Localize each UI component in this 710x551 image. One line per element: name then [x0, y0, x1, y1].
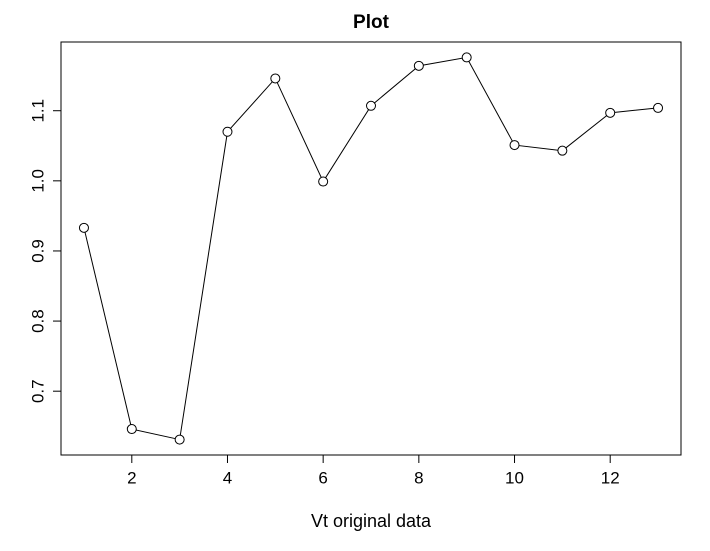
data-point: [461, 52, 472, 63]
data-point: [605, 107, 616, 118]
data-point: [413, 60, 424, 71]
x-tick-label: 12: [601, 468, 620, 487]
data-point: [78, 222, 89, 233]
data-point: [270, 73, 281, 84]
data-point: [653, 102, 664, 113]
x-tick-label: 10: [505, 468, 524, 487]
data-point: [222, 126, 233, 137]
data-point: [366, 100, 376, 111]
y-tick-label: 0.9: [28, 239, 47, 263]
data-point: [174, 434, 185, 445]
x-tick-label: 2: [127, 468, 136, 487]
chart-title: Plot: [353, 12, 390, 33]
plot-frame: [60, 41, 682, 456]
x-tick-label: 8: [414, 468, 423, 487]
y-tick-label: 0.7: [28, 379, 47, 403]
x-tick-label: 4: [223, 468, 232, 487]
y-tick-label: 1.1: [28, 99, 47, 123]
data-point: [509, 140, 520, 151]
x-tick-label: 6: [318, 468, 327, 487]
data-point: [318, 176, 329, 187]
data-point: [126, 424, 137, 435]
y-tick-label: 0.8: [28, 309, 47, 333]
y-tick-label: 1.0: [28, 169, 47, 193]
x-axis-label: Vt original data: [311, 511, 432, 531]
data-point: [557, 145, 568, 156]
